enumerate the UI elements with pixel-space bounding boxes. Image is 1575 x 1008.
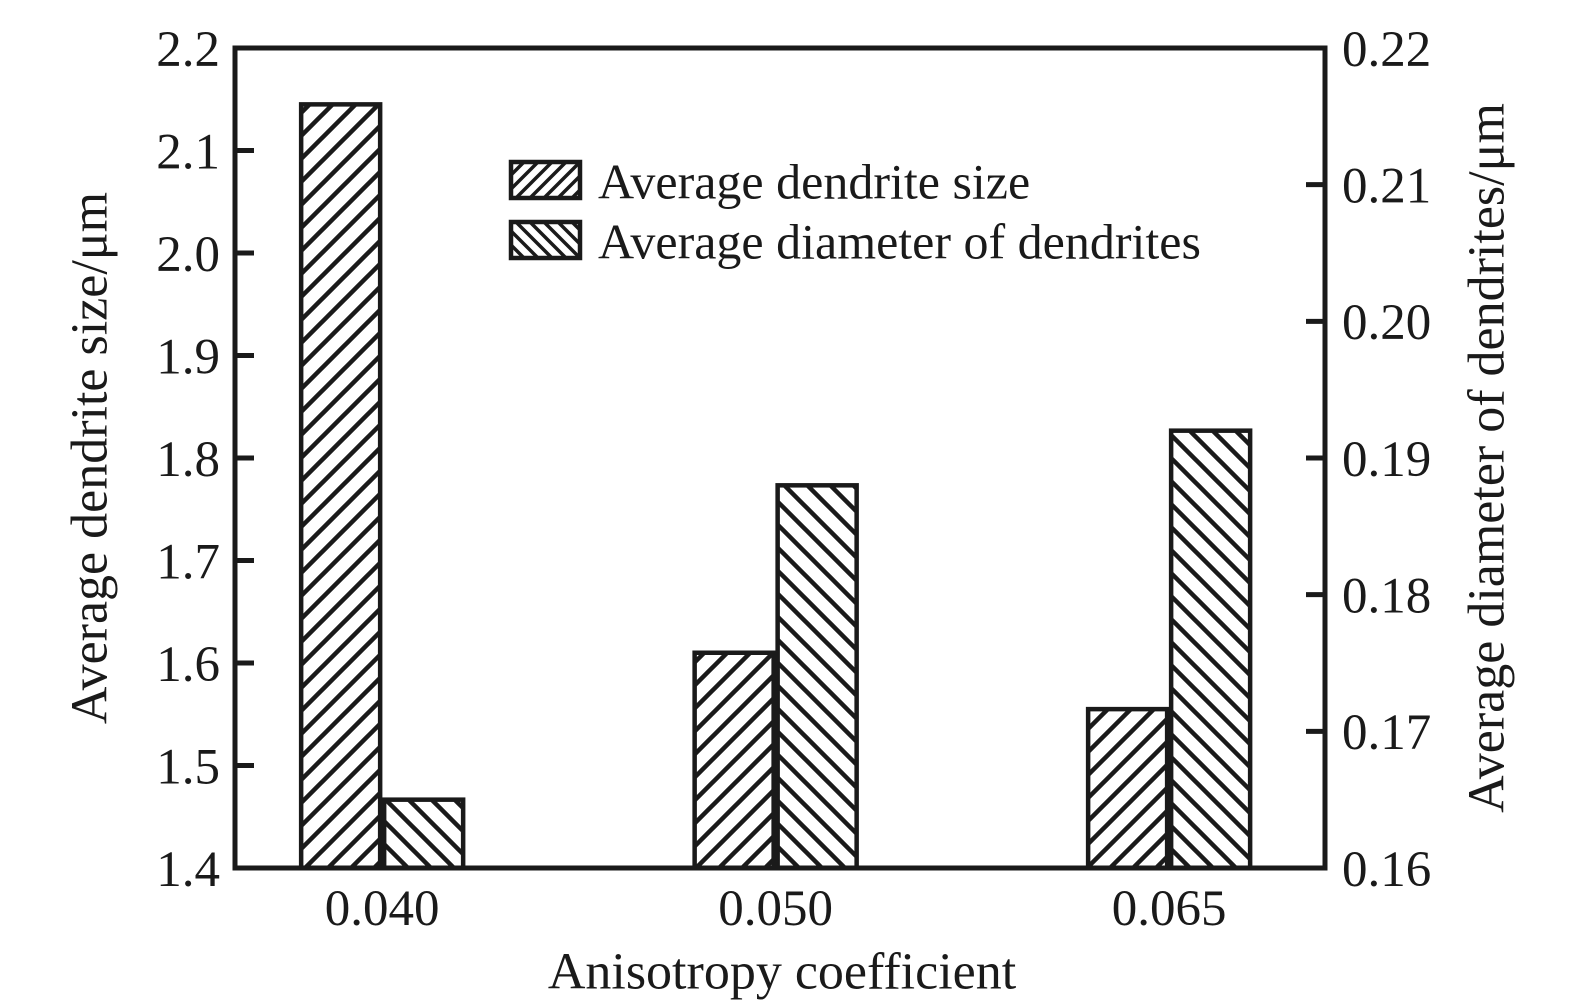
left-axis-tick-label: 1.5 — [156, 739, 220, 795]
legend-label-average-diameter-of-dendrites: Average diameter of dendrites — [598, 214, 1201, 270]
left-axis-tick-label: 2.1 — [156, 124, 220, 180]
x-axis-title: Anisotropy coefficient — [547, 943, 1017, 1001]
left-axis-tick-label: 1.6 — [156, 637, 220, 693]
x-category-label: 0.040 — [325, 881, 440, 937]
left-axis-tick-label: 1.4 — [156, 842, 220, 898]
left-axis-title: Average dendrite size/μm — [61, 191, 119, 725]
right-axis-tick-label: 0.19 — [1342, 432, 1431, 488]
bar-average-diameter-of-dendrites-0.050 — [775, 483, 859, 871]
bar-average-diameter-of-dendrites-0.040 — [381, 797, 466, 871]
right-axis-tick-label: 0.17 — [1342, 705, 1431, 761]
right-axis-tick-label: 0.20 — [1342, 295, 1431, 351]
left-axis-tick-label: 1.8 — [156, 432, 220, 488]
right-axis-tick-label: 0.22 — [1342, 22, 1431, 78]
bar-average-dendrite-size-0.050 — [692, 650, 776, 871]
left-axis-tick-label: 1.7 — [156, 534, 220, 590]
legend-swatch-average-dendrite-size — [508, 159, 583, 201]
right-axis-title: Average diameter of dendrites/μm — [1458, 103, 1516, 813]
bar-average-dendrite-size-0.065 — [1085, 706, 1170, 871]
right-axis-tick-label: 0.16 — [1342, 842, 1431, 898]
left-axis-tick-label: 2.2 — [156, 22, 220, 78]
x-category-label: 0.050 — [718, 881, 833, 937]
bar-average-dendrite-size-0.040 — [298, 102, 383, 871]
bar-average-diameter-of-dendrites-0.065 — [1168, 428, 1253, 871]
plot-layer: 1.4 1.5 1.6 1.7 1.8 1.9 2.0 2.1 2.2 0.16 0.17 0.18 0… — [156, 22, 1431, 937]
right-axis-tick-label: 0.21 — [1342, 159, 1431, 215]
right-axis-tick-label: 0.18 — [1342, 569, 1431, 625]
x-category-label: 0.065 — [1112, 881, 1227, 937]
legend-swatch-average-diameter-of-dendrites — [508, 219, 583, 261]
legend-label-average-dendrite-size: Average dendrite size — [598, 154, 1030, 210]
left-axis-tick-label: 2.0 — [156, 227, 220, 283]
left-axis-tick-label: 1.9 — [156, 329, 220, 385]
